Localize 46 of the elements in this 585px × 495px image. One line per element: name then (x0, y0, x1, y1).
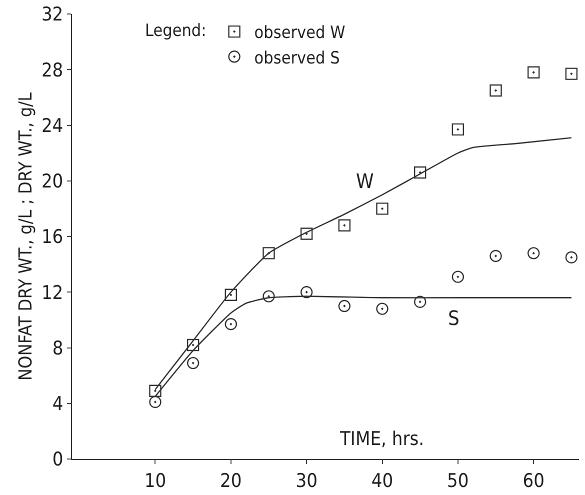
point (186, 356, 200, 370)
point (186, 338, 200, 352)
point (452, 270, 464, 283)
x-tick-label: 60 (522, 470, 544, 492)
point (528, 247, 540, 260)
y-tick-label: 28 (41, 59, 64, 82)
x-tick-label: 50 (447, 470, 469, 492)
point (338, 219, 351, 232)
y-axis-title: NONFAT DRY WT., g/L ; DRY WT., g/L (16, 92, 37, 381)
point (414, 166, 426, 179)
point (300, 228, 313, 240)
y-tick-label: 8 (52, 337, 64, 360)
x-tick-label: 10 (144, 470, 166, 492)
annotation: S (448, 306, 460, 330)
x-tick-label: 40 (371, 470, 394, 492)
point (262, 247, 275, 260)
point (376, 202, 388, 215)
point (224, 318, 238, 330)
x-tick-label: 20 (220, 470, 242, 492)
y-tick-label: 24 (41, 114, 64, 137)
point (338, 300, 351, 312)
point (490, 84, 502, 97)
point (414, 296, 426, 308)
point (262, 290, 275, 302)
x-axis-title: TIME, hrs. (339, 428, 424, 450)
x-tick-label: 30 (296, 470, 318, 492)
point (376, 302, 388, 315)
point (490, 250, 502, 262)
y-tick-label: 20 (41, 170, 64, 193)
point (565, 68, 578, 80)
point (149, 384, 162, 397)
annotation: W (356, 169, 374, 193)
y-tick-label: 0 (52, 448, 64, 471)
y-tick-label: 12 (41, 282, 64, 304)
legend-title: Legend: (144, 21, 206, 42)
legend-label: observed S (254, 48, 340, 68)
point (528, 66, 540, 79)
y-tick-label: 32 (41, 4, 64, 26)
y-tick-label: 16 (41, 226, 64, 248)
point (149, 396, 162, 408)
y-tick-label: 4 (52, 393, 64, 416)
point (224, 288, 238, 302)
point (300, 286, 313, 298)
point (565, 251, 578, 264)
point (452, 123, 464, 136)
legend-label: observed W (254, 23, 346, 44)
